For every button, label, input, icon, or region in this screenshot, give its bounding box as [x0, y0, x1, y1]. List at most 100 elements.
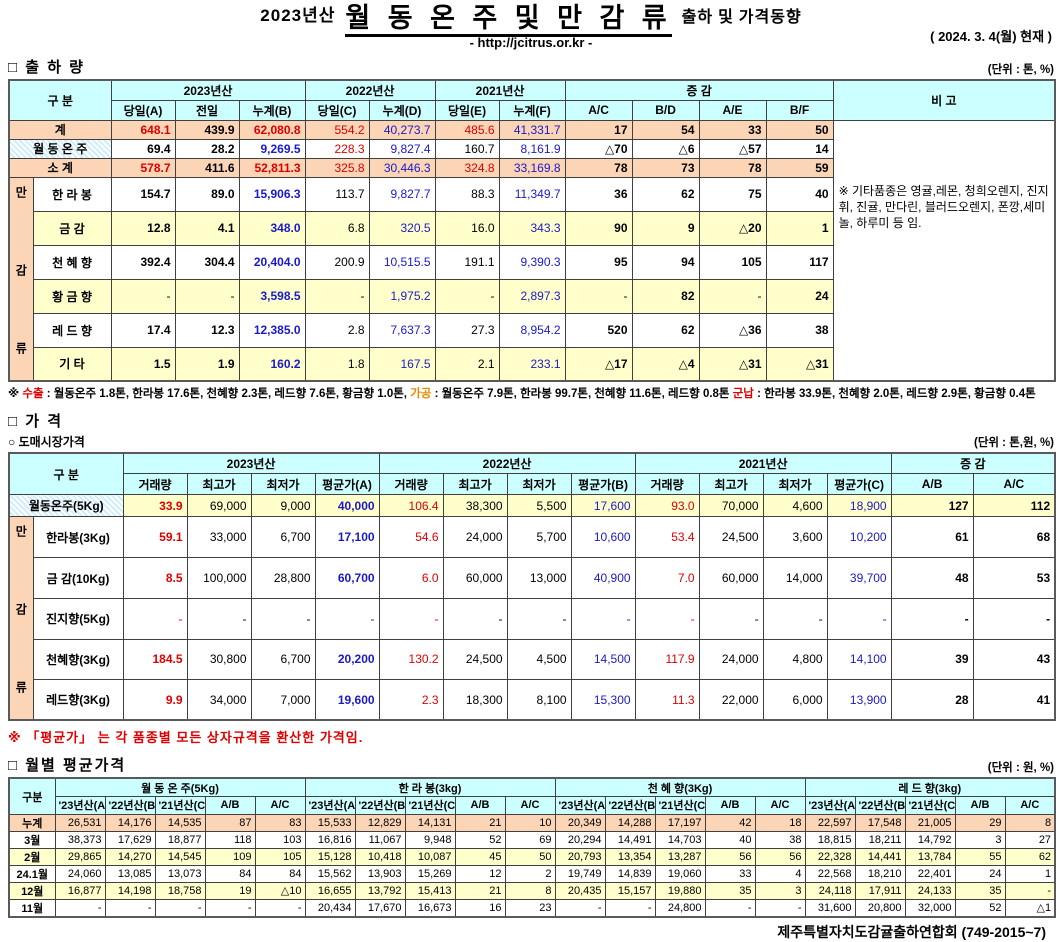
- cell: -: [1004, 881, 1056, 900]
- cell: 13,792: [354, 881, 406, 900]
- cell: -: [174, 278, 240, 314]
- cell: 411.6: [174, 157, 240, 178]
- cell: 24,000: [698, 638, 764, 681]
- cell: 12,829: [354, 813, 406, 832]
- cell: 14,198: [104, 881, 156, 900]
- cell: -: [154, 898, 206, 918]
- cell: △6: [631, 138, 700, 159]
- cell: 59.1: [122, 516, 188, 559]
- cell: 11.3: [634, 679, 700, 721]
- cell: 10,418: [354, 847, 406, 866]
- cell: △20: [698, 210, 767, 246]
- cell: -: [314, 597, 380, 640]
- cell: -: [604, 898, 656, 918]
- cell: 5,500: [506, 494, 572, 518]
- footnote-segment: : 한라봉 33.9톤, 천혜향 2.0톤, 레드향 2.9톤, 황금향 0.4…: [753, 387, 1036, 400]
- colgroup-diff: 증 감: [890, 452, 1056, 475]
- header-cell: 최고가: [442, 473, 508, 496]
- monthly-average-table: 구분 월 동 온 주(5Kg) 한 라 봉(3kg) 천 혜 향(3Kg) 레 드 향(…: [8, 777, 1057, 918]
- header-cell: B/D: [631, 99, 700, 121]
- cell: 17.4: [110, 312, 176, 348]
- cell: 82: [631, 278, 700, 314]
- cell: 320.5: [368, 210, 436, 246]
- cell: 14,792: [904, 830, 956, 849]
- header-cell: 누계(F): [498, 99, 566, 121]
- cell: 105: [698, 244, 767, 280]
- col-note: 비 고: [832, 79, 1056, 121]
- header-cell: 최저가: [506, 473, 572, 496]
- cell: 20,294: [554, 830, 606, 849]
- row-label: 기 타: [32, 346, 112, 382]
- cell: 11,067: [354, 830, 406, 849]
- cell: 17,100: [314, 516, 380, 559]
- cell: 392.4: [110, 244, 176, 280]
- cell: 15,269: [404, 864, 456, 883]
- cell: 103: [254, 830, 306, 849]
- cell: 60,000: [442, 557, 508, 599]
- cell: 3: [954, 830, 1006, 849]
- row-label: 한 라 봉: [32, 176, 112, 212]
- cell: 62: [631, 312, 700, 348]
- row-label: 천 혜 향: [32, 244, 112, 280]
- cell: 20,349: [554, 813, 606, 832]
- table-row: 소 계 578.7 411.6 52,811.3 325.8 30,446.3 324.8 3…: [8, 157, 1055, 178]
- cell: 12.3: [174, 312, 240, 348]
- table-row: 월 동 온 주 69.4 28.2 9,269.5 228.3 9,827.4 160.7 8…: [8, 138, 1055, 159]
- header-cell: A/B: [704, 795, 756, 815]
- cell: 160.2: [238, 346, 306, 382]
- cell: 13,354: [604, 847, 656, 866]
- row-label: 천혜향(3Kg): [32, 638, 124, 681]
- cell: 20,434: [304, 898, 356, 918]
- cell: 52: [454, 830, 506, 849]
- cell: 95: [564, 244, 633, 280]
- cell: 40: [765, 176, 834, 212]
- cell: 9,000: [250, 494, 316, 518]
- cell: 19: [204, 881, 256, 900]
- cell: 2.8: [304, 312, 370, 348]
- cell: 24,500: [698, 516, 764, 559]
- cell: 27: [1004, 830, 1056, 849]
- cell: 348.0: [238, 210, 306, 246]
- cell: 41,331.7: [498, 119, 566, 140]
- header-cell: '21년산(C): [154, 795, 206, 815]
- cell: 18,758: [154, 881, 206, 900]
- table-row: 레드향(3Kg) 9.9 34,000 7,000 19,600 2.3 18,300 8,1…: [9, 679, 1056, 721]
- header-cell: '22년산(B): [604, 795, 656, 815]
- cell: 24: [765, 278, 834, 314]
- cell: 9,390.3: [498, 244, 566, 280]
- cell: 191.1: [434, 244, 500, 280]
- cell: 1: [765, 210, 834, 246]
- source-url[interactable]: - http://jcitrus.or.kr -: [469, 34, 593, 50]
- cell: 62: [1004, 847, 1056, 866]
- cell: 35: [704, 881, 756, 900]
- cell: 117.9: [634, 638, 700, 681]
- header-cell: A/C: [972, 473, 1056, 496]
- cell: 13,085: [104, 864, 156, 883]
- cell: -: [104, 898, 156, 918]
- cell: -: [506, 597, 572, 640]
- organization-footer: 제주특별자치도감귤출하연합회 (749-2015~7): [777, 923, 1046, 940]
- cell: 24,500: [442, 638, 508, 681]
- cell: 160.7: [434, 138, 500, 159]
- header-cell: 최저가: [250, 473, 316, 496]
- cell: 24,133: [904, 881, 956, 900]
- cell: 27.3: [434, 312, 500, 348]
- header-cell: '21년산(C): [904, 795, 956, 815]
- cell: -: [704, 898, 756, 918]
- cell: 30,800: [186, 638, 252, 681]
- col-gubun: 구 분: [8, 79, 112, 121]
- cell: 20,793: [554, 847, 606, 866]
- cell: 9.9: [122, 679, 188, 721]
- cell: 14,176: [104, 813, 156, 832]
- cell: 53: [972, 557, 1056, 599]
- cell: 33,169.8: [498, 157, 566, 178]
- cell: -: [564, 278, 633, 314]
- cell: 13,000: [506, 557, 572, 599]
- colgroup-2023: 2023년산: [122, 452, 380, 475]
- colgroup-chunhyehyang: 천 혜 향(3Kg): [554, 777, 806, 797]
- cell: 48: [890, 557, 974, 599]
- cell: 16,816: [304, 830, 356, 849]
- cell: 22,328: [804, 847, 856, 866]
- colgroup-2022: 2022년산: [304, 79, 436, 101]
- header-cell: A/B: [454, 795, 506, 815]
